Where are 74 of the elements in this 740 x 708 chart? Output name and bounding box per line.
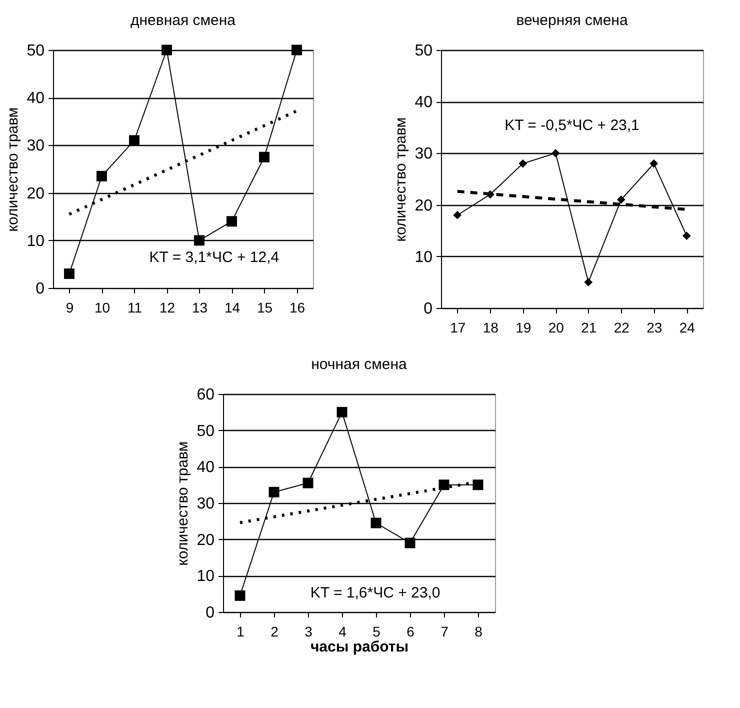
point bbox=[259, 152, 270, 162]
x-tick-label: 23 bbox=[646, 320, 662, 336]
x-tick-label: 3 bbox=[304, 624, 313, 640]
x-tick-label: 10 bbox=[94, 300, 110, 316]
x-tick-label: 12 bbox=[159, 300, 176, 316]
x-tick-label: 21 bbox=[581, 320, 597, 336]
y-tick-label: 0 bbox=[206, 604, 215, 622]
y-tick-label: 50 bbox=[26, 42, 45, 60]
y-tick-label: 20 bbox=[196, 532, 215, 549]
point bbox=[194, 235, 204, 246]
chart-title: дневная смена bbox=[130, 12, 236, 29]
point bbox=[268, 486, 280, 498]
point bbox=[551, 149, 560, 158]
x-tick-label: 24 bbox=[679, 320, 696, 336]
x-tick-label: 18 bbox=[482, 320, 499, 336]
x-tick-label: 9 bbox=[66, 300, 74, 316]
point bbox=[302, 478, 314, 488]
x-tick-label: 19 bbox=[516, 320, 532, 336]
x-tick-label: 5 bbox=[372, 624, 381, 640]
y-tick-label: 0 bbox=[36, 280, 45, 298]
point bbox=[226, 216, 237, 227]
point bbox=[292, 44, 302, 56]
x-tick-label: 17 bbox=[450, 320, 466, 336]
point bbox=[129, 135, 140, 146]
y-tick-label: 30 bbox=[196, 496, 215, 512]
y-axis-title: количество травм bbox=[174, 441, 192, 566]
point bbox=[404, 538, 416, 548]
y-tick-label: 40 bbox=[26, 90, 45, 108]
y-axis-title: количество травм bbox=[392, 117, 410, 242]
y-axis-title: количество травм bbox=[4, 107, 22, 232]
annotation: KT = 3,1*ЧС + 12,4 bbox=[149, 249, 280, 266]
x-axis-title: часы работы bbox=[310, 638, 409, 656]
x-tick-label: 11 bbox=[127, 300, 142, 316]
point bbox=[650, 159, 658, 168]
point bbox=[64, 268, 74, 279]
chart-title: вечерняя смена bbox=[516, 12, 628, 29]
x-tick-label: 6 bbox=[406, 624, 415, 640]
x-tick-label: 2 bbox=[270, 624, 279, 640]
point bbox=[234, 590, 246, 601]
point bbox=[370, 518, 382, 528]
point bbox=[336, 406, 348, 418]
x-tick-label: 7 bbox=[440, 624, 449, 640]
x-tick-label: 4 bbox=[338, 624, 347, 640]
x-tick-label: 8 bbox=[474, 624, 483, 640]
point bbox=[616, 195, 626, 204]
point bbox=[162, 44, 172, 56]
y-tick-label: 40 bbox=[196, 459, 215, 476]
annotation: KT = 1,6*ЧС + 23,0 bbox=[310, 584, 440, 602]
x-tick-label: 20 bbox=[548, 320, 564, 336]
y-tick-label: 60 bbox=[196, 386, 215, 404]
point bbox=[682, 232, 691, 240]
x-tick-label: 16 bbox=[289, 300, 306, 316]
y-tick-label: 10 bbox=[414, 248, 433, 266]
x-tick-label: 15 bbox=[256, 300, 273, 316]
y-tick-label: 50 bbox=[196, 422, 215, 440]
x-tick-label: 13 bbox=[192, 300, 208, 316]
y-tick-label: 10 bbox=[196, 568, 215, 586]
y-tick-label: 40 bbox=[414, 94, 433, 112]
x-tick-label: 22 bbox=[614, 320, 630, 336]
chart-title: ночная смена bbox=[311, 356, 408, 373]
x-tick-label: 14 bbox=[224, 300, 240, 316]
y-tick-label: 20 bbox=[414, 197, 433, 214]
point bbox=[584, 278, 593, 286]
y-tick-label: 20 bbox=[26, 185, 45, 202]
point bbox=[518, 159, 528, 168]
y-tick-label: 50 bbox=[414, 42, 433, 60]
x-tick-label: 1 bbox=[236, 624, 245, 640]
point bbox=[96, 170, 107, 182]
annotation: KT = -0,5*ЧС + 23,1 bbox=[504, 116, 640, 134]
y-tick-label: 30 bbox=[26, 138, 45, 155]
y-tick-label: 10 bbox=[26, 232, 45, 250]
y-tick-label: 30 bbox=[414, 146, 433, 163]
point bbox=[453, 210, 462, 220]
y-tick-label: 0 bbox=[424, 300, 433, 318]
